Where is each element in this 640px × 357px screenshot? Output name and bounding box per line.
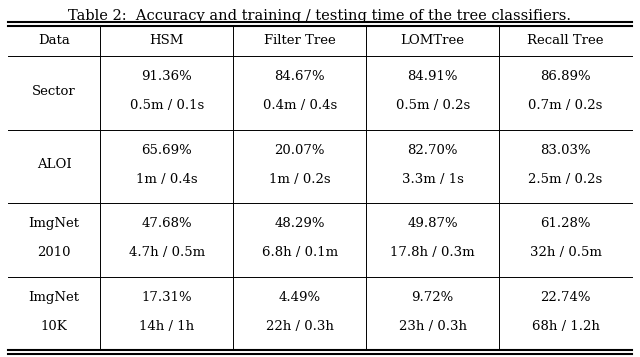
Text: 22.74%: 22.74% [540,291,591,303]
Text: Filter Tree: Filter Tree [264,35,335,47]
Text: 23h / 0.3h: 23h / 0.3h [399,320,467,333]
Text: 2010: 2010 [37,246,71,260]
Text: 82.70%: 82.70% [408,144,458,157]
Text: 86.89%: 86.89% [540,70,591,83]
Text: HSM: HSM [150,35,184,47]
Text: 17.31%: 17.31% [141,291,192,303]
Text: 48.29%: 48.29% [275,217,325,230]
Text: 22h / 0.3h: 22h / 0.3h [266,320,333,333]
Text: 49.87%: 49.87% [407,217,458,230]
Text: ALOI: ALOI [37,158,72,171]
Text: 4.7h / 0.5m: 4.7h / 0.5m [129,246,205,260]
Text: 0.4m / 0.4s: 0.4m / 0.4s [262,100,337,112]
Text: 2.5m / 0.2s: 2.5m / 0.2s [529,173,603,186]
Text: 65.69%: 65.69% [141,144,192,157]
Text: 1m / 0.2s: 1m / 0.2s [269,173,330,186]
Text: 17.8h / 0.3m: 17.8h / 0.3m [390,246,475,260]
Text: 6.8h / 0.1m: 6.8h / 0.1m [262,246,338,260]
Text: Sector: Sector [32,85,76,98]
Text: 91.36%: 91.36% [141,70,192,83]
Text: Recall Tree: Recall Tree [527,35,604,47]
Text: 0.7m / 0.2s: 0.7m / 0.2s [529,100,603,112]
Text: 84.91%: 84.91% [408,70,458,83]
Text: 0.5m / 0.2s: 0.5m / 0.2s [396,100,470,112]
Text: LOMTree: LOMTree [401,35,465,47]
Text: 20.07%: 20.07% [275,144,325,157]
Text: 84.67%: 84.67% [275,70,325,83]
Text: 68h / 1.2h: 68h / 1.2h [532,320,600,333]
Text: 83.03%: 83.03% [540,144,591,157]
Text: 3.3m / 1s: 3.3m / 1s [402,173,463,186]
Text: 32h / 0.5m: 32h / 0.5m [530,246,602,260]
Text: 47.68%: 47.68% [141,217,192,230]
Text: 9.72%: 9.72% [412,291,454,303]
Text: 10K: 10K [41,320,68,333]
Text: 0.5m / 0.1s: 0.5m / 0.1s [130,100,204,112]
Text: ImgNet: ImgNet [29,217,79,230]
Text: ImgNet: ImgNet [29,291,79,303]
Text: Data: Data [38,35,70,47]
Text: 1m / 0.4s: 1m / 0.4s [136,173,198,186]
Text: 4.49%: 4.49% [278,291,321,303]
Text: 14h / 1h: 14h / 1h [140,320,195,333]
Text: Table 2:  Accuracy and training / testing time of the tree classifiers.: Table 2: Accuracy and training / testing… [68,9,572,23]
Text: 61.28%: 61.28% [540,217,591,230]
